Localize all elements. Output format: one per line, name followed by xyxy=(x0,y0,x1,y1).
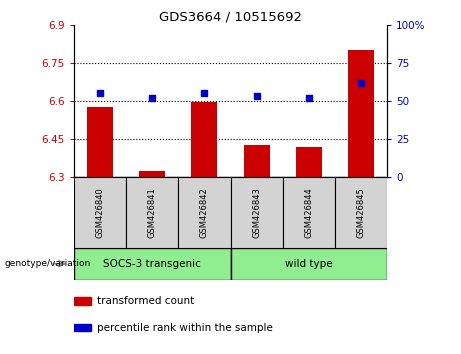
Point xyxy=(148,95,156,101)
Bar xyxy=(296,147,322,177)
Point xyxy=(253,93,260,99)
Text: SOCS-3 transgenic: SOCS-3 transgenic xyxy=(103,259,201,269)
Text: transformed count: transformed count xyxy=(97,296,195,306)
Bar xyxy=(74,177,126,248)
Text: GSM426845: GSM426845 xyxy=(357,187,366,238)
Text: GSM426840: GSM426840 xyxy=(95,187,104,238)
Text: percentile rank within the sample: percentile rank within the sample xyxy=(97,322,273,332)
Bar xyxy=(126,177,178,248)
Bar xyxy=(230,248,387,280)
Text: wild type: wild type xyxy=(285,259,333,269)
Text: GSM426841: GSM426841 xyxy=(148,187,157,238)
Bar xyxy=(243,145,270,177)
Bar xyxy=(230,177,283,248)
Bar xyxy=(87,107,113,177)
Text: genotype/variation: genotype/variation xyxy=(5,259,91,268)
Point xyxy=(96,90,104,96)
Text: GSM426844: GSM426844 xyxy=(304,187,313,238)
Point xyxy=(305,95,313,101)
Text: GSM426842: GSM426842 xyxy=(200,187,209,238)
Bar xyxy=(335,177,387,248)
Bar xyxy=(283,177,335,248)
Bar xyxy=(178,177,230,248)
Bar xyxy=(348,50,374,177)
Text: GSM426843: GSM426843 xyxy=(252,187,261,238)
Point xyxy=(201,90,208,96)
Point xyxy=(357,80,365,85)
Bar xyxy=(191,102,218,177)
Bar xyxy=(139,171,165,177)
Bar xyxy=(74,297,91,304)
Bar xyxy=(74,248,230,280)
Title: GDS3664 / 10515692: GDS3664 / 10515692 xyxy=(159,11,302,24)
Bar xyxy=(74,324,91,331)
